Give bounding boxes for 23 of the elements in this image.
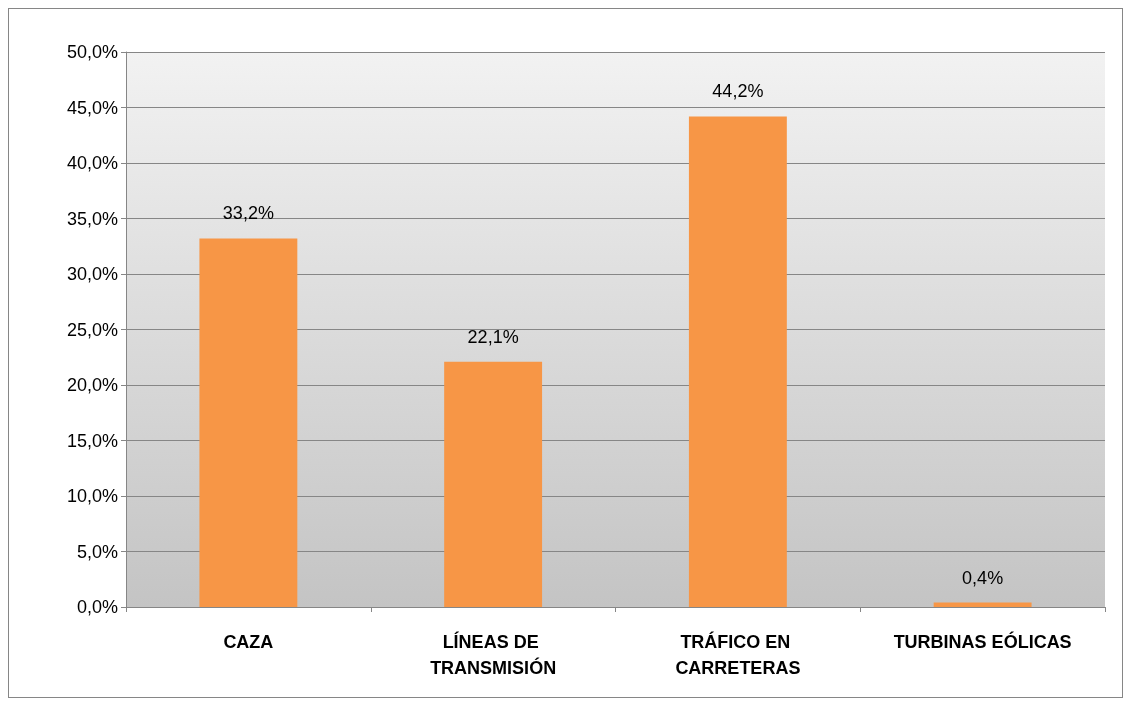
y-tick-label: 5,0% [76, 541, 118, 562]
data-label: 22,1% [467, 326, 519, 347]
x-tick-label: CAZA [223, 632, 274, 652]
bar [199, 238, 298, 607]
data-label: 0,4% [962, 567, 1004, 588]
y-tick-label: 45,0% [66, 97, 118, 118]
y-tick-label: 25,0% [66, 319, 118, 340]
x-tick-label: LÍNEAS DE TRANSMISIÓN [430, 631, 557, 678]
y-tick-label: 15,0% [66, 430, 118, 451]
y-tick-label: 35,0% [66, 208, 118, 229]
x-tick-label: TURBINAS EÓLICAS [893, 631, 1072, 652]
x-tick-label: TRÁFICO EN CARRETERAS [675, 631, 801, 678]
data-label: 44,2% [712, 81, 764, 102]
y-tick-label: 50,0% [66, 42, 118, 62]
y-tick-label: 20,0% [66, 375, 118, 395]
bar [444, 361, 543, 607]
y-tick-label: 40,0% [66, 153, 118, 173]
bar [933, 602, 1032, 607]
bar [688, 116, 787, 607]
y-tick-label: 30,0% [66, 264, 118, 284]
data-label: 33,2% [222, 203, 274, 224]
y-tick-label: 10,0% [66, 486, 118, 506]
y-tick-label: 0,0% [76, 597, 118, 617]
